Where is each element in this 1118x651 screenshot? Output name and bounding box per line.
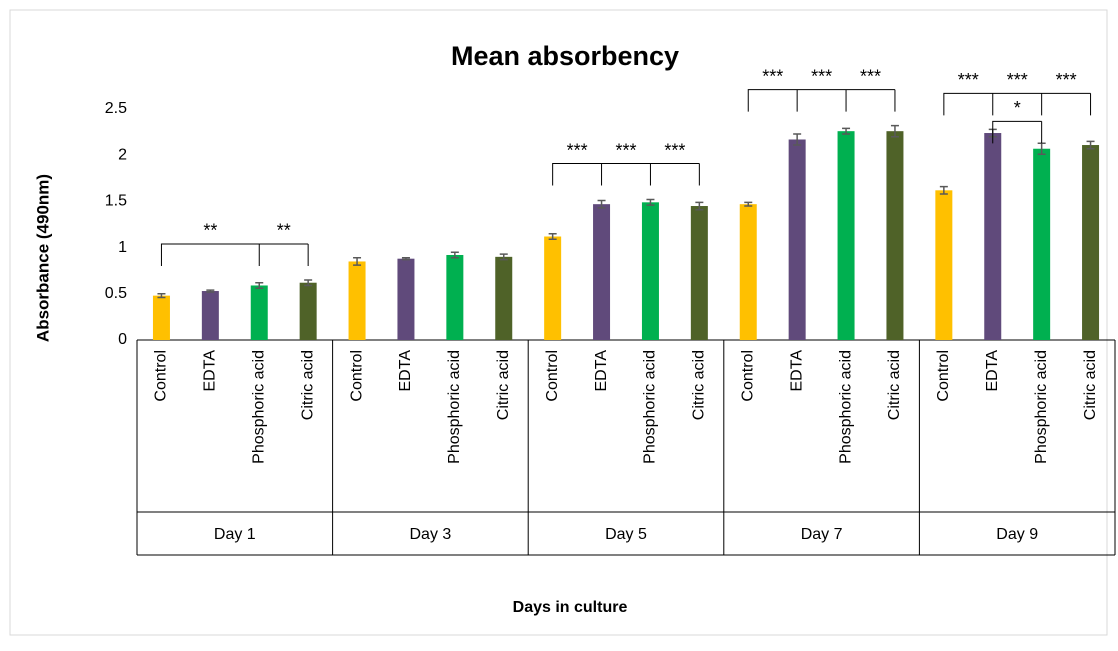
x-tick-label: EDTA xyxy=(397,350,414,392)
group-label: Day 3 xyxy=(410,526,452,543)
group-label: Day 1 xyxy=(214,526,256,543)
bar xyxy=(201,291,219,340)
bar xyxy=(593,204,611,340)
x-tick-label: Control xyxy=(348,350,365,402)
x-tick-label: EDTA xyxy=(984,350,1001,392)
x-tick-label: Control xyxy=(739,350,756,402)
x-axis-title: Days in culture xyxy=(513,599,628,616)
y-tick-label: 0.5 xyxy=(105,285,127,302)
bar xyxy=(544,236,562,340)
error-bar xyxy=(157,293,166,299)
significance-label: *** xyxy=(1007,70,1028,90)
significance-label: *** xyxy=(664,140,685,160)
significance-label: ** xyxy=(203,221,217,241)
bar xyxy=(690,206,708,340)
significance-label: ** xyxy=(277,221,291,241)
y-axis-title: Absorbance (490nm) xyxy=(33,174,52,342)
error-bar xyxy=(646,198,655,206)
bar xyxy=(1082,145,1100,340)
bar xyxy=(495,256,513,340)
error-bar xyxy=(499,253,508,261)
significance-label: * xyxy=(1014,98,1021,118)
x-tick-label: Citric acid xyxy=(299,350,316,420)
significance-label: *** xyxy=(567,140,588,160)
x-tick-label: Citric acid xyxy=(495,350,512,420)
y-tick-label: 2.5 xyxy=(105,100,127,117)
significance-bracket xyxy=(552,163,700,186)
error-bar xyxy=(939,185,948,195)
x-tick-label: Phosphoric acid xyxy=(837,350,854,464)
x-tick-label: Control xyxy=(153,350,170,402)
bar xyxy=(935,190,953,340)
error-bar xyxy=(206,289,215,293)
bar xyxy=(299,282,317,340)
bar xyxy=(837,131,855,340)
significance-label: *** xyxy=(1056,70,1077,90)
error-bar xyxy=(1086,140,1095,150)
x-tick-label: Citric acid xyxy=(691,350,708,420)
bar xyxy=(788,139,806,340)
error-bar xyxy=(695,201,704,211)
x-tick-label: Phosphoric acid xyxy=(446,350,463,464)
x-tick-label: Control xyxy=(544,350,561,402)
error-bar xyxy=(842,127,851,135)
group-label: Day 5 xyxy=(605,526,647,543)
significance-bracket xyxy=(992,120,1043,144)
x-tick-label: Control xyxy=(935,350,952,402)
significance-bracket xyxy=(160,243,309,266)
x-tick-label: EDTA xyxy=(202,350,219,392)
x-tick-label: Phosphoric acid xyxy=(1033,350,1050,464)
x-tick-label: Phosphoric acid xyxy=(642,350,659,464)
error-bar xyxy=(890,124,899,138)
chart-title: Mean absorbency xyxy=(451,41,679,71)
significance-bracket xyxy=(747,89,896,112)
bar xyxy=(152,295,170,340)
y-tick-label: 0 xyxy=(118,331,127,348)
error-bar xyxy=(793,133,802,146)
y-tick-label: 1 xyxy=(118,239,127,256)
error-bar xyxy=(401,257,410,261)
significance-bracket xyxy=(943,92,1092,116)
group-label: Day 9 xyxy=(996,526,1038,543)
group-label: Day 7 xyxy=(801,526,843,543)
error-bar xyxy=(597,199,606,209)
bar xyxy=(250,285,268,340)
x-tick-label: Phosphoric acid xyxy=(250,350,267,464)
bar xyxy=(446,254,464,340)
bar xyxy=(984,133,1002,340)
error-bar xyxy=(548,232,557,241)
x-tick-label: EDTA xyxy=(788,350,805,392)
bar xyxy=(1033,148,1051,340)
x-tick-label: Citric acid xyxy=(886,350,903,420)
significance-label: *** xyxy=(811,66,832,86)
bar xyxy=(397,258,415,340)
bar xyxy=(348,261,366,340)
significance-label: *** xyxy=(615,140,636,160)
error-bar xyxy=(450,251,459,259)
x-tick-label: EDTA xyxy=(593,350,610,392)
error-bar xyxy=(353,257,362,266)
significance-label: *** xyxy=(860,66,881,86)
x-tick-label: Citric acid xyxy=(1082,350,1099,420)
error-bar xyxy=(304,279,313,287)
error-bar xyxy=(744,201,753,207)
bar xyxy=(739,204,757,340)
bar xyxy=(886,131,904,340)
significance-label: *** xyxy=(762,66,783,86)
y-tick-label: 1.5 xyxy=(105,193,127,210)
y-tick-label: 2 xyxy=(118,146,127,163)
significance-label: *** xyxy=(958,70,979,90)
error-bar xyxy=(255,281,264,290)
bar xyxy=(641,202,659,340)
